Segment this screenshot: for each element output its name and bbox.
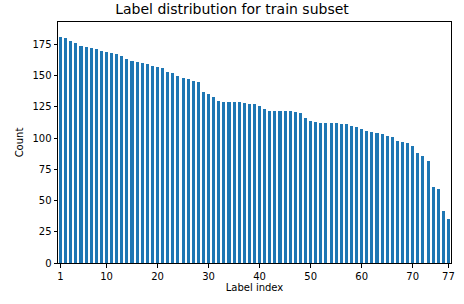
svg-text:Label distribution for train s: Label distribution for train subset [115,1,349,17]
svg-text:75: 75 [39,164,52,175]
svg-text:60: 60 [355,271,368,282]
svg-text:125: 125 [32,101,51,112]
svg-text:50: 50 [304,271,317,282]
svg-text:40: 40 [253,271,266,282]
svg-text:30: 30 [202,271,215,282]
svg-text:Count: Count [14,128,25,158]
svg-text:20: 20 [151,271,164,282]
svg-text:25: 25 [39,226,52,237]
svg-text:10: 10 [100,271,113,282]
svg-text:Label index: Label index [226,282,284,293]
svg-text:1: 1 [57,271,63,282]
svg-text:100: 100 [32,133,51,144]
svg-text:70: 70 [406,271,419,282]
svg-text:175: 175 [32,39,51,50]
svg-text:77: 77 [442,271,455,282]
svg-text:150: 150 [32,70,51,81]
svg-text:50: 50 [39,195,52,206]
svg-text:0: 0 [45,258,51,269]
